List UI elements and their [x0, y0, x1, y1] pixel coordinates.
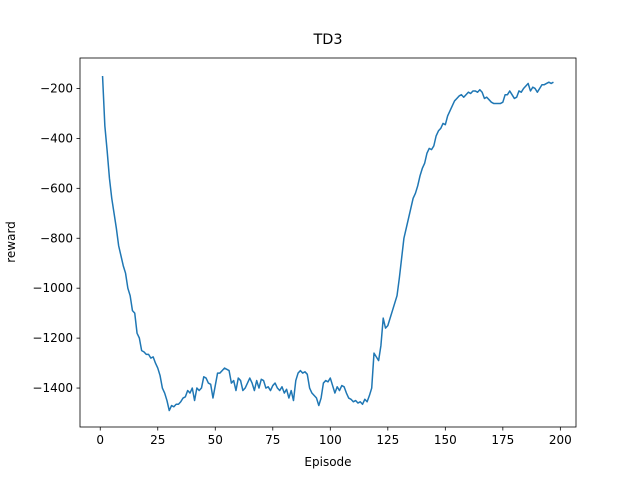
chart-title: TD3 [312, 32, 342, 48]
line-series [101, 75, 554, 412]
x-tick-label: 50 [208, 433, 223, 447]
y-tick-label: −400 [40, 131, 73, 145]
y-tick-label: −800 [40, 231, 73, 245]
x-tick-label: 25 [150, 433, 165, 447]
y-axis-label: reward [4, 221, 18, 263]
y-tick-label: −1000 [32, 281, 73, 295]
x-tick-label: 150 [434, 433, 457, 447]
x-tick-label: 125 [376, 433, 399, 447]
x-axis-label: Episode [304, 455, 351, 469]
x-tick-label: 0 [96, 433, 104, 447]
y-tick-label: −200 [40, 81, 73, 95]
y-tick-label: −600 [40, 181, 73, 195]
y-tick-label: −1400 [32, 381, 73, 395]
x-tick-label: 175 [491, 433, 514, 447]
y-tick-label: −1200 [32, 331, 73, 345]
x-tick-label: 75 [265, 433, 280, 447]
x-tick-label: 100 [319, 433, 342, 447]
x-tick-label: 200 [549, 433, 572, 447]
plot-frame [79, 57, 577, 428]
